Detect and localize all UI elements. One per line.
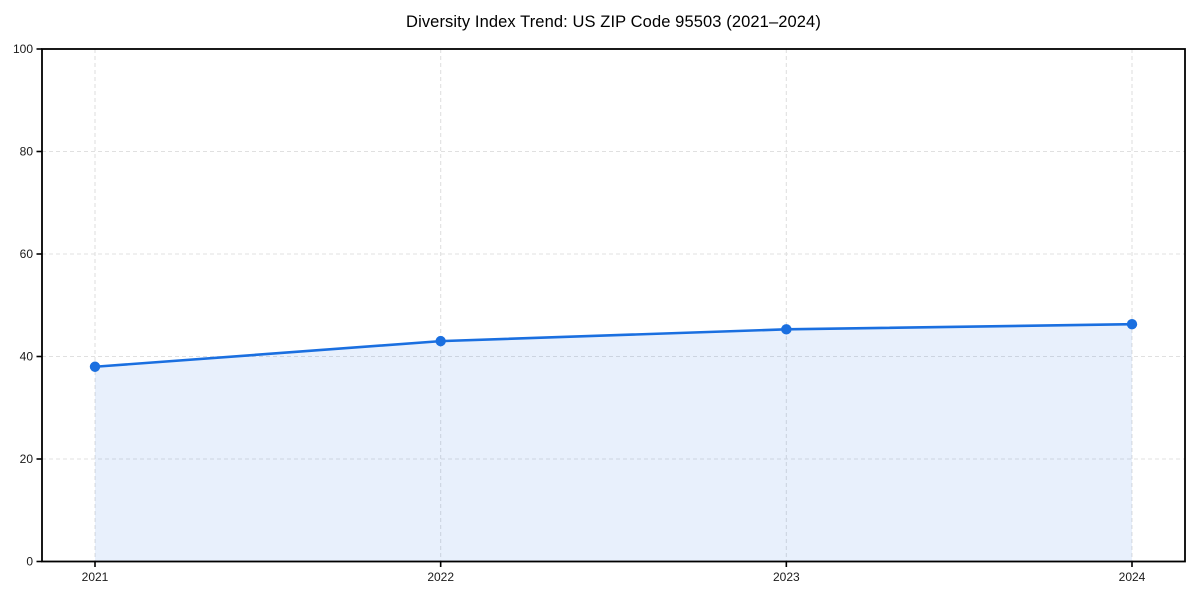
x-tick-label: 2024 bbox=[1119, 570, 1146, 584]
y-tick-label: 80 bbox=[20, 145, 34, 159]
y-tick-label: 0 bbox=[26, 555, 33, 569]
y-tick-label: 40 bbox=[20, 350, 34, 364]
chart-title: Diversity Index Trend: US ZIP Code 95503… bbox=[406, 13, 821, 31]
y-tick-label: 60 bbox=[20, 247, 34, 261]
series-line bbox=[93, 322, 1134, 369]
data-point-marker bbox=[89, 361, 101, 372]
data-point-marker bbox=[1126, 319, 1138, 330]
y-tick-label: 20 bbox=[20, 452, 34, 466]
x-tick-label: 2022 bbox=[427, 570, 454, 584]
x-tick-label: 2021 bbox=[82, 570, 109, 584]
series-area-fill bbox=[95, 324, 1132, 562]
x-tick-label: 2023 bbox=[773, 570, 800, 584]
y-tick-label: 100 bbox=[13, 42, 33, 56]
plot-border bbox=[41, 48, 1186, 563]
data-point-marker bbox=[781, 324, 792, 335]
data-point-marker bbox=[435, 335, 446, 347]
